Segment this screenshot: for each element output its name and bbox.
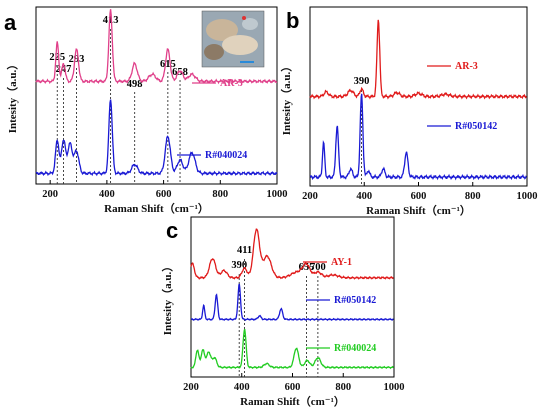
panel-c-legend-label: AY-1 xyxy=(331,257,352,268)
panel-letter-c: c xyxy=(166,218,178,243)
panel-b-ylabel: Intesity（a.u.） xyxy=(280,61,293,136)
panel-b-xtick-label: 800 xyxy=(465,191,481,202)
panel-b-xtick-label: 200 xyxy=(302,191,318,202)
panel-a-xtick-label: 600 xyxy=(156,189,172,200)
inset-photo xyxy=(201,10,265,68)
panel-b-peak-label-390: 390 xyxy=(354,76,370,87)
panel-a-peak-label-413: 413 xyxy=(103,15,119,26)
panel-a-peak-label-658: 658 xyxy=(172,67,188,78)
panel-c-peak-label-700: 700 xyxy=(310,262,326,273)
panel-c-series-AY-1 xyxy=(190,228,394,280)
panel-c-legend-label: R#050142 xyxy=(334,295,376,306)
panel-c-xtick-label: 800 xyxy=(335,382,351,393)
panel-c-xtick-label: 400 xyxy=(234,382,250,393)
panel-a-peak-label-293: 293 xyxy=(69,54,85,65)
panel-b-xtick-label: 1000 xyxy=(517,191,538,202)
panel-c-series-R#050142 xyxy=(191,283,394,322)
panel-c-xtick-label: 200 xyxy=(183,382,199,393)
panel-a-legend-label: AR-3 xyxy=(220,78,243,89)
panel-letter-b: b xyxy=(286,8,299,33)
panel-b-series-R#050142 xyxy=(309,93,527,181)
panel-a-series-AR-3 xyxy=(35,9,278,85)
panel-b-xlabel: Raman Shift（cm⁻¹） xyxy=(366,204,471,217)
panel-b: 200 400 600 800 1000 Raman Shift（cm⁻¹） Intesit… xyxy=(280,6,538,217)
panel-b-xtick-label: 600 xyxy=(411,191,427,202)
panel-a-xtick-label: 1000 xyxy=(267,189,288,200)
panel-a: 200 400 600 800 1000 Raman Shift（cm⁻¹） Intesit… xyxy=(6,6,288,215)
panel-a-ylabel: Intesity（a.u.） xyxy=(6,59,19,134)
panel-a-xlabel: Raman Shift（cm⁻¹） xyxy=(104,202,209,215)
panel-c-peak-label-411: 411 xyxy=(237,245,252,256)
panel-b-legend-label: R#050142 xyxy=(455,121,497,132)
panel-a-peak-label-498: 498 xyxy=(127,79,143,90)
panel-a-xtick-label: 800 xyxy=(212,189,228,200)
panel-c-peak-label-390: 390 xyxy=(231,260,247,271)
panel-b-series-AR-3 xyxy=(309,19,527,100)
panel-a-xtick-label: 200 xyxy=(42,189,58,200)
panel-c-xtick-label: 600 xyxy=(285,382,301,393)
panel-a-legend-label: R#040024 xyxy=(205,150,247,161)
panel-c-ylabel: Intesity（a.u.） xyxy=(161,261,174,336)
panel-b-legend-label: AR-3 xyxy=(455,61,478,72)
panel-a-frame xyxy=(35,6,278,185)
panel-c-series-R#040024 xyxy=(190,328,394,370)
panel-a-series-R#040024 xyxy=(35,99,278,177)
panel-c-xtick-label: 1000 xyxy=(384,382,405,393)
panel-c-xlabel: Raman Shift（cm⁻¹） xyxy=(240,395,345,408)
panel-a-peak-label-247: 247 xyxy=(56,64,72,75)
panel-c-peak-label-655: 655 xyxy=(299,262,315,273)
panel-letter-a: a xyxy=(4,10,17,35)
panel-a-peak-label-615: 615 xyxy=(160,59,176,70)
panel-a-xtick-label: 400 xyxy=(99,189,115,200)
panel-a-peak-label-225: 225 xyxy=(49,52,65,63)
panel-b-xtick-label: 400 xyxy=(356,191,372,202)
panel-c-legend-label: R#040024 xyxy=(334,343,376,354)
panel-c: 200 400 600 800 1000 Raman Shift（cm⁻¹） Intesit… xyxy=(161,216,405,408)
